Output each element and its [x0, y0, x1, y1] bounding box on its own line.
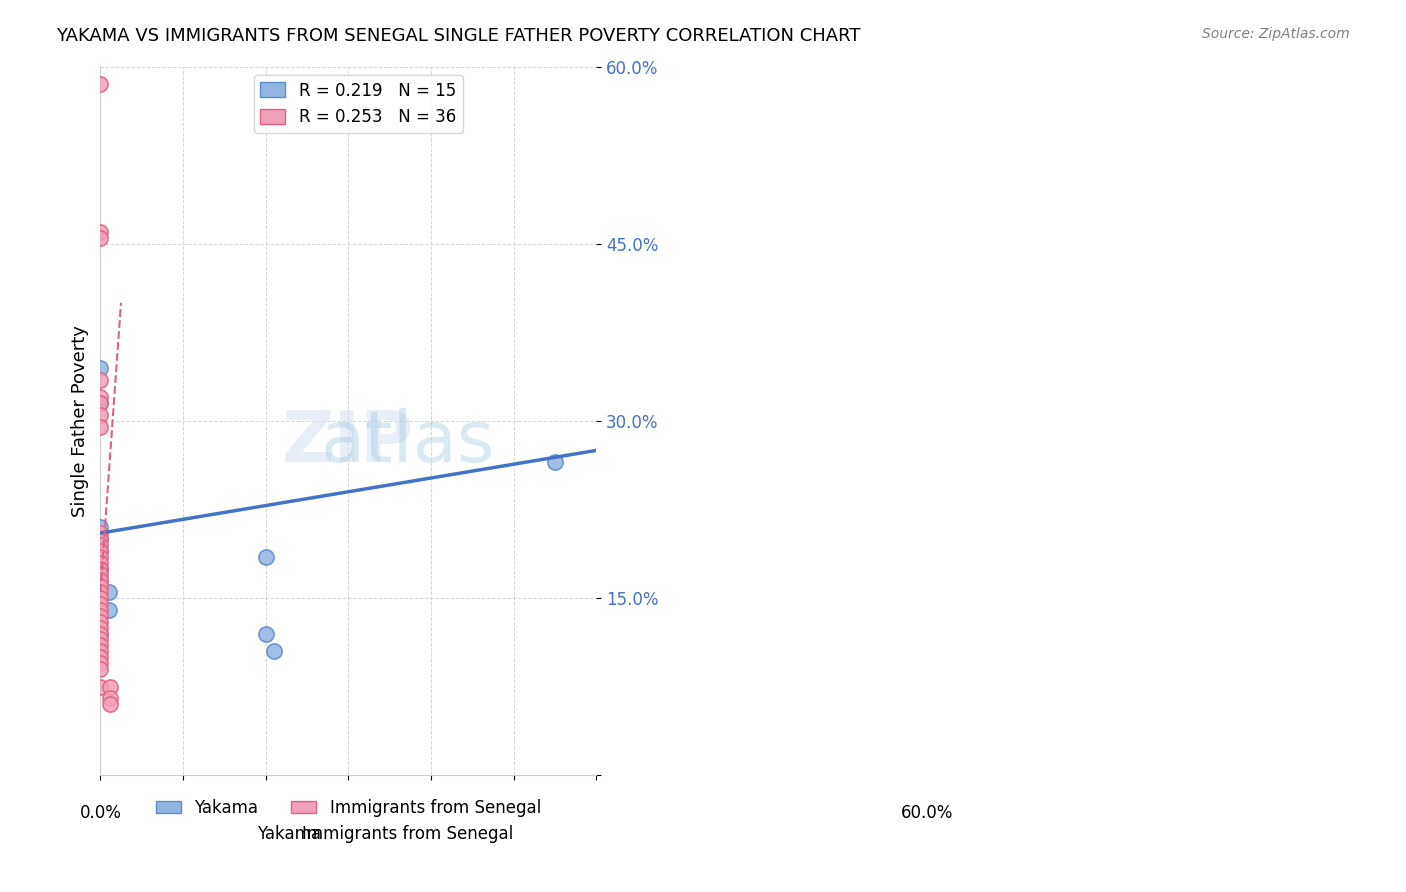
Point	[89, 567, 111, 582]
Point	[98, 680, 121, 694]
Point	[254, 549, 277, 564]
Point	[98, 585, 121, 599]
Point	[89, 396, 111, 410]
Point	[89, 532, 111, 546]
Point	[89, 520, 111, 534]
Point	[89, 585, 111, 599]
Point	[89, 360, 111, 375]
Point	[89, 420, 111, 434]
Point	[89, 538, 111, 552]
Point	[89, 603, 111, 617]
Point	[89, 644, 111, 658]
Point	[89, 615, 111, 629]
Point	[98, 691, 121, 706]
Point	[89, 396, 111, 410]
Point	[89, 638, 111, 652]
Point	[89, 532, 111, 546]
Text: Yakama: Yakama	[257, 825, 321, 843]
Point	[89, 561, 111, 575]
Point	[89, 408, 111, 422]
Text: 60.0%: 60.0%	[901, 804, 953, 822]
Point	[89, 650, 111, 665]
Point	[89, 680, 111, 694]
Point	[254, 626, 277, 640]
Point	[89, 574, 111, 588]
Point	[544, 455, 567, 469]
Point	[89, 556, 111, 570]
Point	[89, 373, 111, 387]
Point	[89, 585, 111, 599]
Point	[89, 626, 111, 640]
Point	[89, 621, 111, 635]
Point	[89, 549, 111, 564]
Point	[98, 698, 121, 712]
Point	[89, 544, 111, 558]
Point	[89, 632, 111, 647]
Point	[98, 603, 121, 617]
Point	[89, 574, 111, 588]
Text: atlas: atlas	[321, 408, 495, 476]
Point	[89, 78, 111, 92]
Text: YAKAMA VS IMMIGRANTS FROM SENEGAL SINGLE FATHER POVERTY CORRELATION CHART: YAKAMA VS IMMIGRANTS FROM SENEGAL SINGLE…	[56, 27, 860, 45]
Point	[89, 656, 111, 670]
Point	[89, 225, 111, 239]
Point	[89, 231, 111, 245]
Text: ZIP: ZIP	[283, 408, 415, 476]
Text: 0.0%: 0.0%	[79, 804, 121, 822]
Point	[89, 579, 111, 593]
Point	[89, 544, 111, 558]
Point	[89, 608, 111, 623]
Point	[89, 597, 111, 611]
Legend: Yakama, Immigrants from Senegal: Yakama, Immigrants from Senegal	[149, 792, 547, 823]
Point	[89, 626, 111, 640]
Text: Immigrants from Senegal: Immigrants from Senegal	[302, 825, 513, 843]
Point	[89, 561, 111, 575]
Point	[89, 526, 111, 541]
Text: Source: ZipAtlas.com: Source: ZipAtlas.com	[1202, 27, 1350, 41]
Point	[89, 662, 111, 676]
Point	[89, 591, 111, 605]
Point	[263, 644, 285, 658]
Point	[89, 390, 111, 404]
Y-axis label: Single Father Poverty: Single Father Poverty	[72, 325, 89, 516]
